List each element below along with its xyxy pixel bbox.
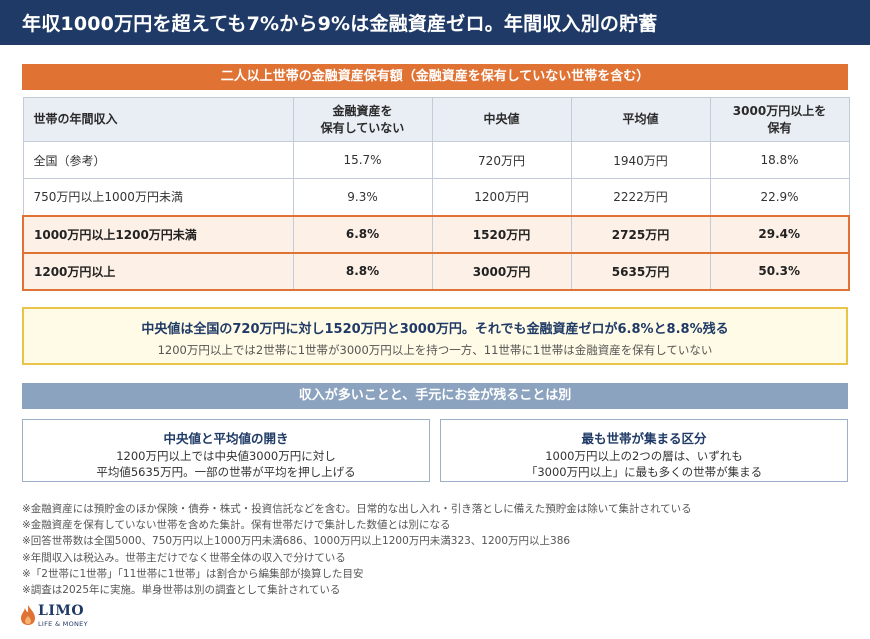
income-bracket-cell: 750万円以上1000万円未満 [22, 178, 294, 216]
table-row: 1200万円以上 8.8% 3000万円 5635万円 50.3% [22, 251, 850, 291]
table-header-row: 世帯の年間収入 金融資産を 保有していない 中央値 平均値 3000万円以上を 保有 [22, 97, 850, 142]
no-assets-cell: 9.3% [292, 178, 433, 216]
over-30m-cell: 18.8% [709, 141, 850, 179]
over-30m-cell: 29.4% [709, 214, 850, 254]
mean-cell: 2222万円 [570, 178, 711, 216]
no-assets-cell: 8.8% [292, 251, 433, 291]
card-median-mean-gap: 中央値と平均値の開き 1200万円以上では中央値3000万円に対し 平均値563… [22, 419, 430, 482]
page-title: 年収1000万円を超えても7%から9%は金融資産ゼロ。年間収入別の貯蓄 [22, 13, 658, 35]
column-header: 世帯の年間収入 [22, 97, 294, 142]
table-title: 二人以上世帯の金融資産保有額（金融資産を保有していない世帯を含む） [22, 64, 848, 90]
median-cell: 720万円 [431, 141, 572, 179]
over-30m-cell: 22.9% [709, 178, 850, 216]
note-sub-text: 1200万円以上では2世帯に1世帯が3000万円以上を持つ一方、11世帯に1世帯… [157, 343, 713, 357]
note-main-text: 中央値は全国の720万円に対し1520万円と3000万円。それでも金融資産ゼロが… [141, 322, 729, 337]
table-row: 1000万円以上1200万円未満 6.8% 1520万円 2725万円 29.4% [22, 214, 850, 254]
footnote: ※金融資産を保有していない世帯を含めた集計。保有世帯だけで集計した数値とは別にな… [22, 519, 451, 532]
card-title: 中央値と平均値の開き [163, 431, 289, 446]
column-header: 金融資産を 保有していない [292, 97, 433, 142]
no-assets-cell: 15.7% [292, 141, 433, 179]
no-assets-cell: 6.8% [292, 214, 433, 254]
footnote: ※調査は2025年に実施。単身世帯は別の調査として集計されている [22, 584, 341, 597]
section-band: 収入が多いことと、手元にお金が残ることは別 [22, 383, 848, 409]
median-cell: 1520万円 [431, 214, 572, 254]
title-bar: 年収1000万円を超えても7%から9%は金融資産ゼロ。年間収入別の貯蓄 [0, 0, 870, 45]
card-title: 最も世帯が集まる区分 [581, 431, 707, 446]
table-row: 全国（参考） 15.7% 720万円 1940万円 18.8% [22, 141, 850, 179]
over-30m-cell: 50.3% [709, 251, 850, 291]
table-row: 750万円以上1000万円未満 9.3% 1200万円 2222万円 22.9% [22, 178, 850, 216]
median-cell: 3000万円 [431, 251, 572, 291]
income-bracket-cell: 全国（参考） [22, 141, 294, 179]
logo-name: LIMO [38, 603, 85, 619]
logo-tagline: LIFE & MONEY [38, 620, 88, 628]
median-cell: 1200万円 [431, 178, 572, 216]
footnote: ※年間収入は税込み。世帯主だけでなく世帯全体の収入で分けている [22, 551, 346, 564]
footnotes: ※金融資産には預貯金のほか保険・債券・株式・投資信託などを含む。日常的な出し入れ… [22, 501, 852, 598]
column-header: 中央値 [431, 97, 572, 142]
column-header: 平均値 [570, 97, 711, 142]
card-text: 「3000万円以上」に最も多くの世帯が集まる [525, 465, 763, 479]
card-text: 1000万円以上の2つの層は、いずれも [545, 449, 743, 463]
income-bracket-cell: 1000万円以上1200万円未満 [22, 214, 294, 254]
limo-logo: LIMO LIFE & MONEY [20, 602, 110, 630]
footnote: ※「2世帯に1世帯」「11世帯に1世帯」は割合から編集部が換算した目安 [22, 567, 364, 580]
income-bracket-cell: 1200万円以上 [22, 251, 294, 291]
highlight-note: 中央値は全国の720万円に対し1520万円と3000万円。それでも金融資産ゼロが… [22, 307, 848, 365]
mean-cell: 2725万円 [570, 214, 711, 254]
flame-icon [21, 605, 35, 625]
mean-cell: 1940万円 [570, 141, 711, 179]
card-text: 1200万円以上では中央値3000万円に対し [116, 449, 336, 463]
footnote: ※金融資産には預貯金のほか保険・債券・株式・投資信託などを含む。日常的な出し入れ… [22, 503, 692, 515]
card-text: 平均値5635万円。一部の世帯が平均を押し上げる [96, 465, 356, 479]
asset-table: 世帯の年間収入 金融資産を 保有していない 中央値 平均値 3000万円以上を 保有… [22, 97, 850, 291]
card-most-households: 最も世帯が集まる区分 1000万円以上の2つの層は、いずれも 「3000万円以上… [440, 419, 848, 482]
footnote: ※回答世帯数は全国5000、750万円以上1000万円未満686、1000万円以… [22, 535, 571, 548]
table-body: 全国（参考） 15.7% 720万円 1940万円 18.8% 750万円以上1000万円… [22, 141, 850, 291]
mean-cell: 5635万円 [570, 251, 711, 291]
column-header: 3000万円以上を 保有 [709, 97, 850, 142]
